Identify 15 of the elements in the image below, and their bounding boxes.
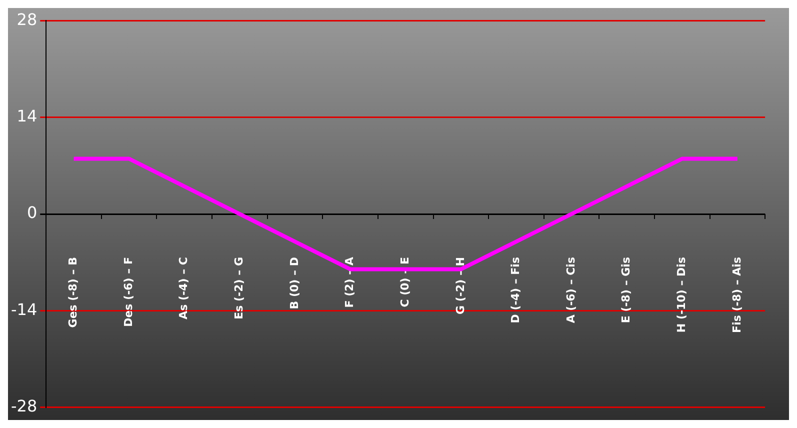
y-tick-label: 28 [16, 10, 38, 29]
x-tick-label: Es (-2) – G [232, 257, 246, 320]
x-tick-label: Ges (-8) – B [66, 257, 80, 328]
x-tick-label: As (-4) – C [177, 257, 190, 320]
x-tick-label: D (-4) – Fis [509, 256, 522, 324]
x-tick-label: Fis (-8) – Ais [730, 256, 744, 333]
y-tick-label: -28 [10, 396, 38, 416]
x-tick-label: B (0) – D [288, 257, 301, 310]
y-tick-label: 0 [26, 203, 38, 222]
y-tick-label: -14 [10, 300, 38, 319]
x-tick-label: H (-10) – Dis [674, 256, 688, 333]
y-tick-label: 14 [16, 106, 38, 126]
x-tick-label: E (-8) – Gis [620, 256, 633, 324]
x-tick-label: Des (-6) – F [122, 257, 135, 327]
x-tick-label: A (-6) – Cis [564, 256, 578, 324]
